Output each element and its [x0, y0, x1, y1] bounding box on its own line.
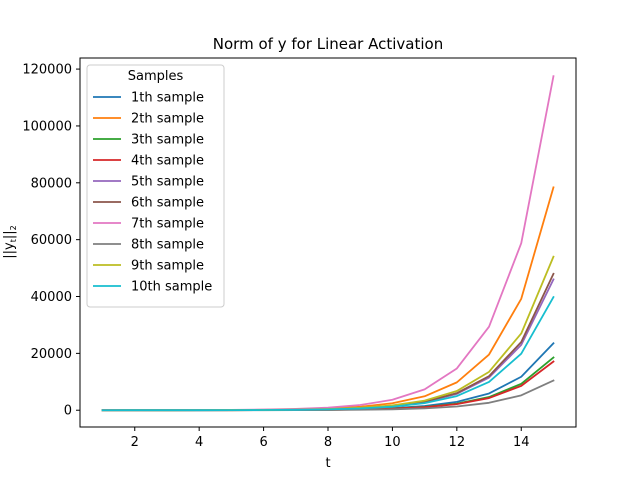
legend-label-1: 1th sample [131, 91, 204, 106]
x-tick-label-2: 4 [195, 435, 203, 450]
legend-box [86, 64, 225, 308]
y-tick-label-2: 20000 [31, 347, 72, 362]
y-tick-label-7: 120000 [22, 63, 72, 78]
x-tick-label-6: 12 [449, 435, 466, 450]
series-line-10 [101, 295, 555, 412]
legend-label-4: 4th sample [131, 154, 204, 169]
plot-area [101, 75, 555, 412]
legend-label-2: 2th sample [131, 112, 204, 127]
legend-title: Samples [128, 69, 184, 84]
y-axis-label: ||yt||2 [2, 225, 18, 258]
chart-title: Norm of y for Linear Activation [213, 35, 443, 53]
y-tick-label-5: 80000 [31, 176, 72, 191]
legend-label-10: 10th sample [131, 280, 212, 295]
y-tick-label-3: 40000 [31, 290, 72, 305]
plot-frame [79, 57, 577, 428]
legend-label-7: 7th sample [131, 217, 204, 232]
y-tick-label-6: 100000 [22, 119, 72, 134]
y-tick-label-1: 0 [64, 404, 72, 419]
y-axis: 0 20000 40000 60000 80000 100000 120000 [22, 63, 80, 419]
x-tick-label-1: 2 [131, 435, 139, 450]
x-tick-label-5: 10 [384, 435, 401, 450]
legend-label-9: 9th sample [131, 259, 204, 274]
legend-label-6: 6th sample [131, 196, 204, 211]
legend-label-3: 3th sample [131, 133, 204, 148]
x-tick-label-7: 14 [513, 435, 530, 450]
legend: Samples 1th sample 2th sample 3th sample 4th… [86, 64, 225, 308]
x-axis: 2 4 6 8 10 12 14 [131, 427, 530, 450]
x-tick-label-3: 6 [259, 435, 267, 450]
svg-text:||yt||2: ||yt||2 [2, 225, 18, 258]
legend-label-8: 8th sample [131, 238, 204, 253]
x-axis-label: t [325, 456, 330, 471]
y-tick-label-4: 60000 [31, 233, 72, 248]
legend-label-5: 5th sample [131, 175, 204, 190]
x-tick-label-4: 8 [324, 435, 332, 450]
